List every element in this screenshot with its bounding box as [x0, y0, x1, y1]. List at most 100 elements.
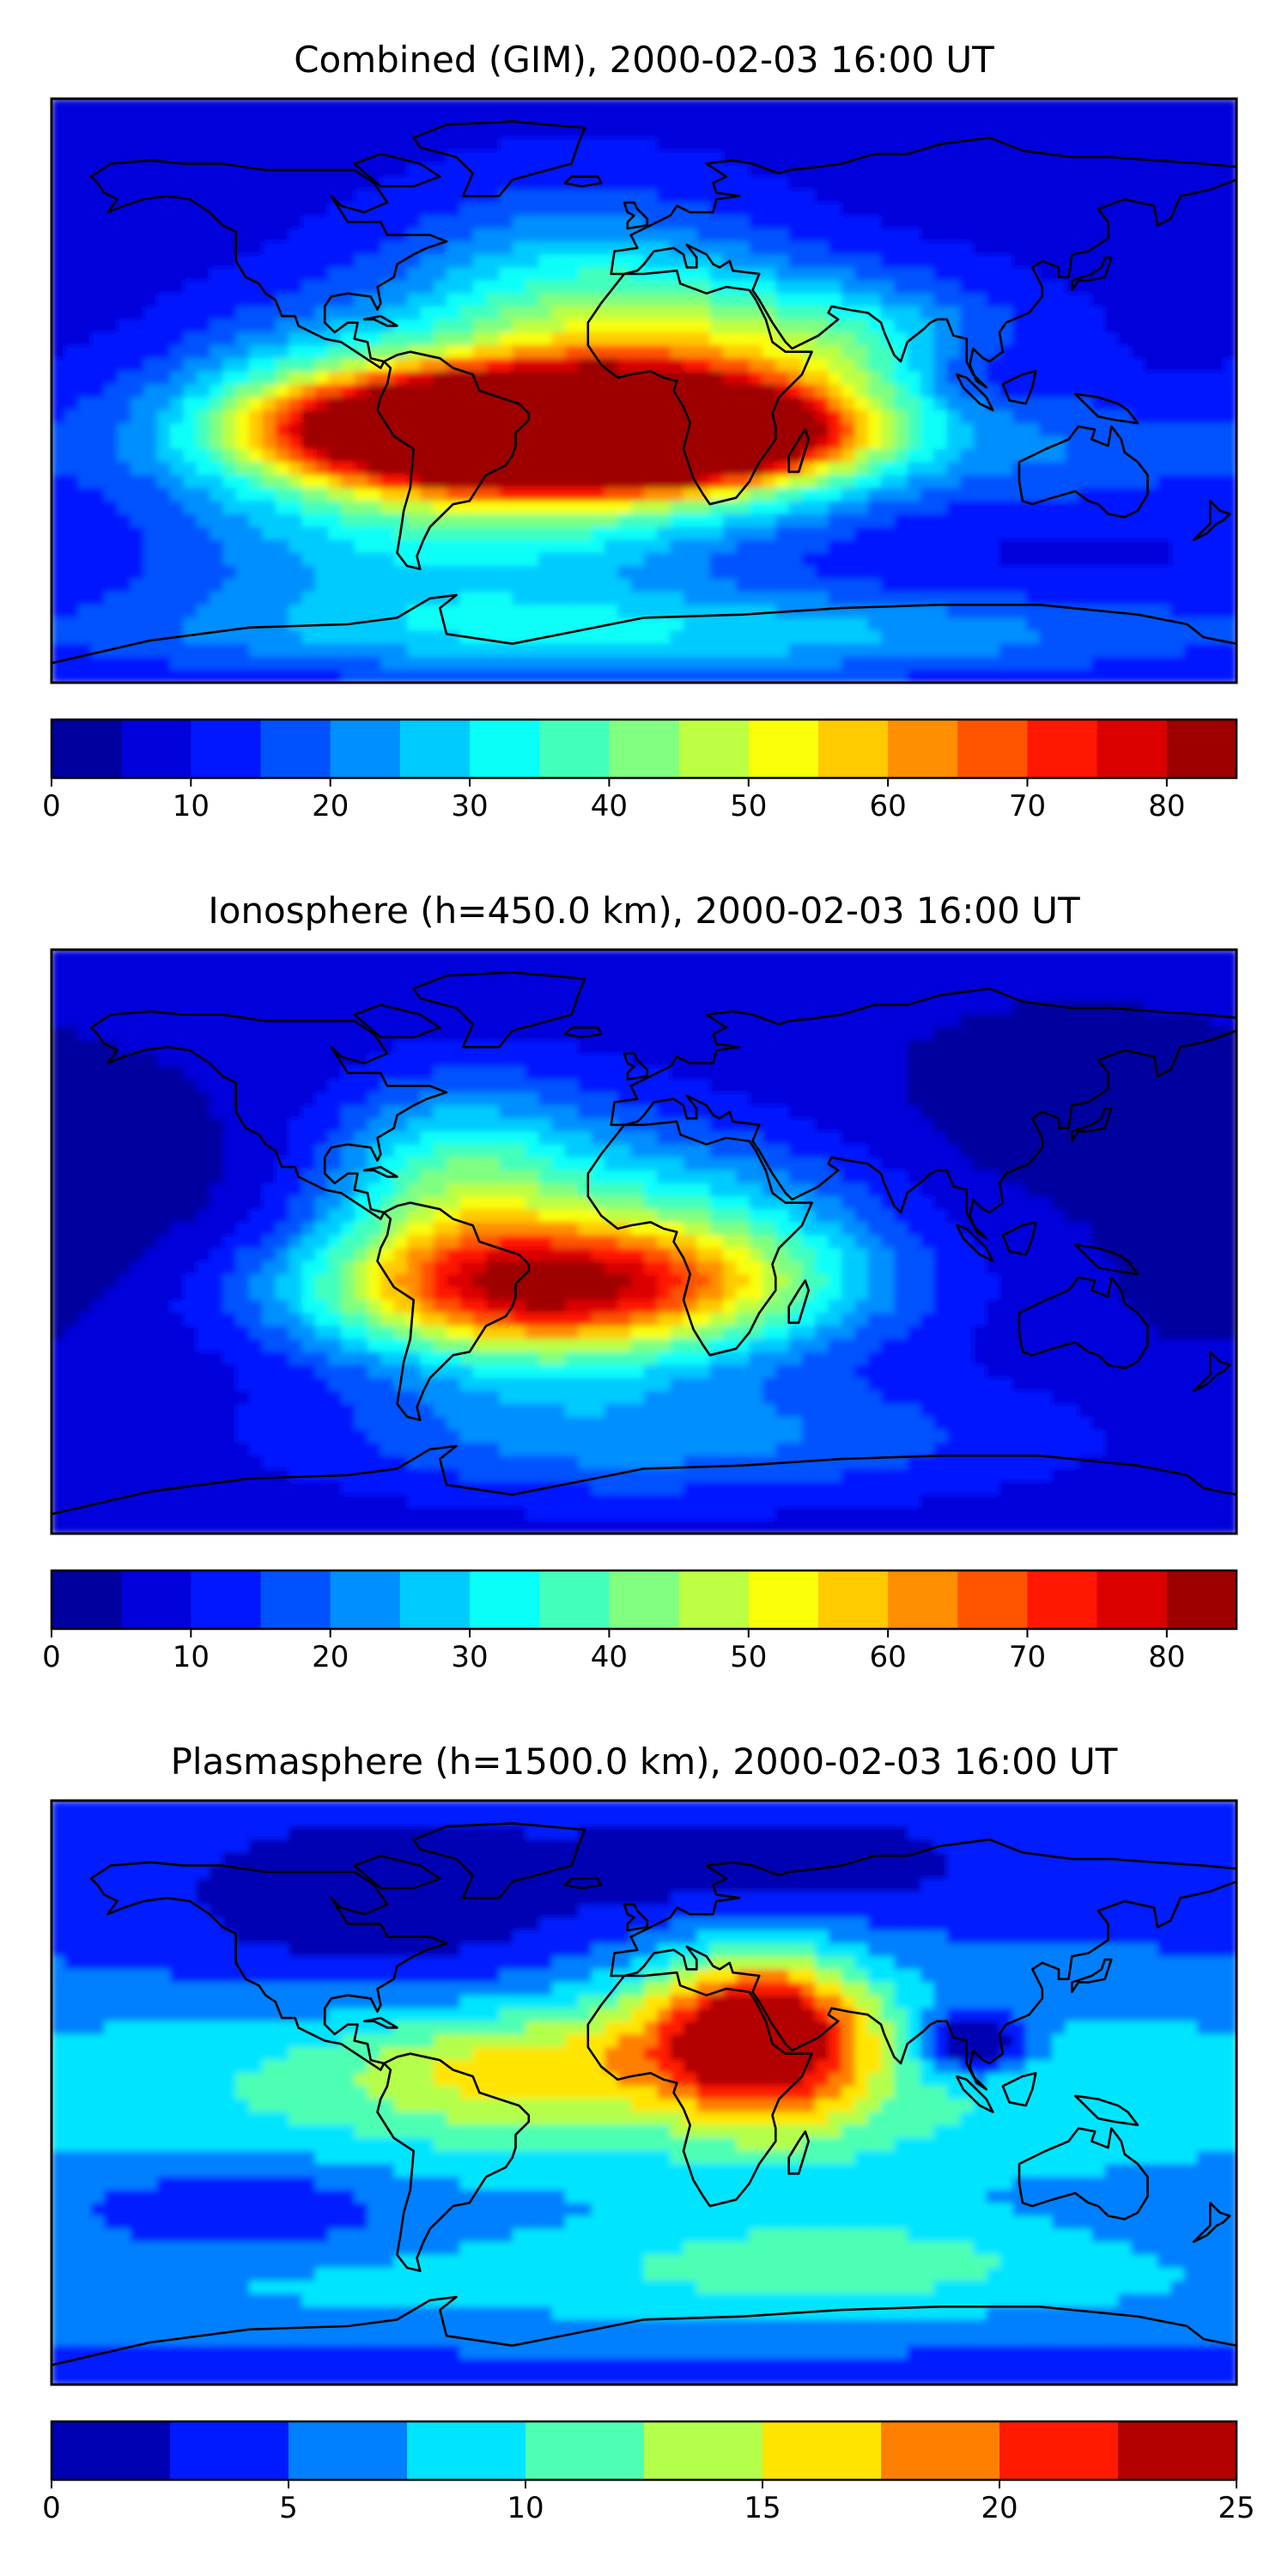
field-cell: [341, 422, 355, 437]
field-cell: [749, 112, 763, 126]
field-cell: [867, 1001, 882, 1016]
field-cell: [986, 669, 1000, 683]
field-cell: [1223, 332, 1236, 346]
field-cell: [393, 241, 408, 256]
field-cell: [551, 592, 566, 606]
field-cell: [77, 202, 92, 216]
field-cell: [591, 1040, 605, 1054]
field-cell: [1170, 112, 1185, 126]
field-cell: [1197, 643, 1212, 658]
field-cell: [657, 605, 671, 619]
field-cell: [551, 267, 566, 282]
field-cell: [670, 526, 684, 541]
field-cell: [999, 202, 1014, 216]
field-cell: [946, 189, 961, 204]
field-cell: [262, 617, 276, 632]
field-cell: [1052, 280, 1066, 295]
field-cell: [104, 656, 118, 671]
field-cell: [696, 656, 711, 671]
field-cell: [1170, 345, 1185, 360]
field-cell: [933, 345, 948, 360]
field-cell: [1183, 501, 1198, 515]
field-cell: [486, 449, 501, 463]
field-cell: [723, 552, 738, 567]
field-cell: [644, 566, 659, 580]
field-cell: [578, 488, 592, 502]
field-cell: [1065, 189, 1079, 204]
field-cell: [526, 643, 540, 658]
field-cell: [447, 254, 461, 269]
field-cell: [946, 552, 961, 567]
field-cell: [499, 501, 513, 515]
field-cell: [551, 176, 566, 191]
field-cell: [131, 963, 145, 977]
field-cell: [289, 267, 303, 282]
field-cell: [1039, 358, 1054, 373]
field-cell: [657, 501, 671, 515]
field-cell: [143, 462, 158, 477]
field-cell: [1170, 125, 1185, 139]
field-cell: [249, 630, 264, 645]
field-cell: [670, 963, 684, 977]
field-cell: [867, 566, 882, 580]
field-cell: [117, 592, 131, 606]
field-cell: [210, 1066, 224, 1080]
field-cell: [920, 488, 935, 502]
field-cell: [683, 163, 698, 178]
field-cell: [841, 975, 856, 990]
field-cell: [999, 280, 1014, 295]
field-cell: [1039, 656, 1054, 671]
field-cell: [999, 449, 1014, 463]
field-cell: [183, 579, 197, 593]
field-cell: [1104, 125, 1119, 139]
field-cell: [104, 267, 118, 282]
field-cell: [52, 1014, 66, 1029]
field-cell: [749, 950, 763, 963]
field-cell: [617, 345, 632, 360]
field-cell: [657, 150, 671, 165]
field-cell: [156, 345, 171, 360]
field-cell: [854, 371, 869, 386]
field-cell: [1078, 630, 1093, 645]
field-cell: [393, 332, 408, 346]
field-cell: [486, 975, 501, 990]
field-cell: [1183, 280, 1198, 295]
field-cell: [1183, 975, 1198, 990]
field-cell: [275, 669, 289, 683]
field-cell: [235, 449, 250, 463]
field-cell: [433, 643, 447, 658]
colorbar-tick-label: 30: [451, 789, 488, 823]
field-cell: [828, 112, 842, 126]
field-cell: [64, 1053, 79, 1067]
field-cell: [591, 319, 605, 333]
field-cell: [1065, 163, 1079, 178]
field-cell: [605, 216, 619, 229]
field-cell: [91, 526, 106, 541]
field-cell: [617, 293, 632, 307]
field-cell: [393, 150, 408, 165]
field-cell: [920, 592, 935, 606]
field-cell: [1210, 384, 1224, 398]
field-cell: [104, 99, 118, 112]
field-cell: [52, 202, 66, 216]
field-cell: [262, 643, 276, 658]
field-cell: [77, 1040, 92, 1054]
field-cell: [1052, 1014, 1066, 1029]
field-cell: [1012, 319, 1027, 333]
field-cell: [565, 267, 580, 282]
field-cell: [815, 617, 829, 632]
tec-field: [52, 99, 1236, 683]
field-cell: [867, 163, 882, 178]
field-cell: [683, 267, 698, 282]
field-cell: [999, 254, 1014, 269]
field-cell: [301, 306, 316, 320]
field-cell: [131, 358, 145, 373]
field-cell: [946, 345, 961, 360]
field-cell: [881, 552, 896, 567]
field-cell: [64, 539, 79, 554]
field-cell: [472, 345, 487, 360]
field-cell: [933, 241, 948, 256]
field-cell: [380, 216, 395, 229]
coast-borneo: [1001, 369, 1037, 405]
field-cell: [1078, 950, 1093, 963]
